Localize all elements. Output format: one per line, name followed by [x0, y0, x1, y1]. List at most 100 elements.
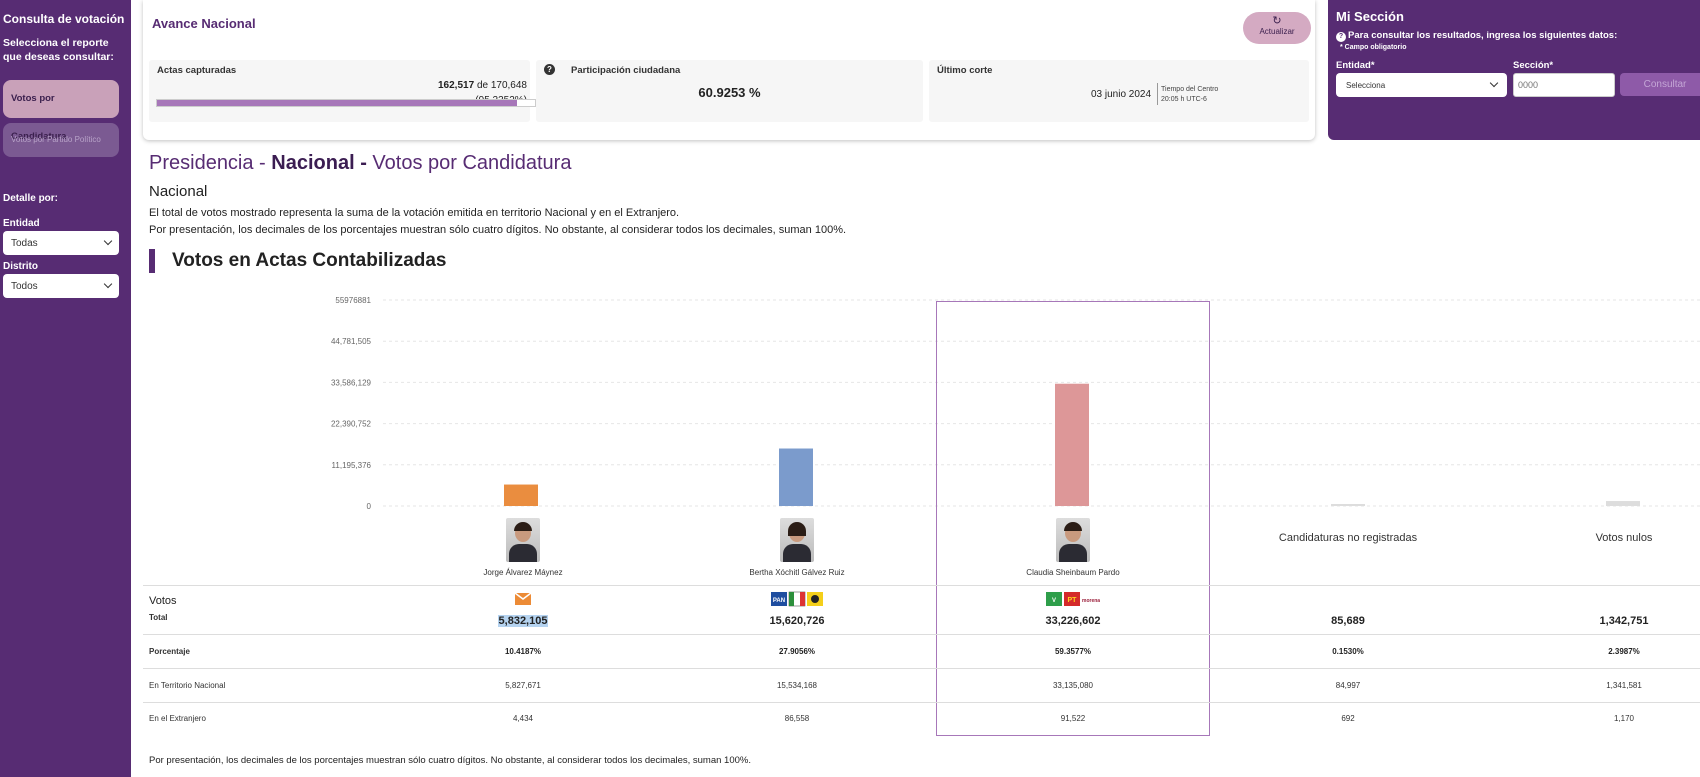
bar[interactable]: [1606, 501, 1640, 506]
votos-por-partido-button[interactable]: Votos por Partido Político: [3, 123, 119, 157]
y-tick-label: 44,781,505: [331, 337, 372, 346]
actas-count: 162,517: [438, 80, 475, 91]
mi-seccion-info: ? Para consultar los resultados, ingresa …: [1336, 30, 1617, 42]
page-subtitle: Nacional: [149, 183, 208, 200]
pct-cell: 0.1530%: [1332, 647, 1364, 656]
votes-chart: 55976881 44,781,505 33,586,129 22,390,752 11…: [0, 280, 1700, 525]
entidad-select[interactable]: Todas: [3, 231, 119, 255]
refresh-button[interactable]: ↻ Actualizar: [1243, 12, 1311, 44]
total-value: 15,620,726: [769, 615, 825, 627]
votos-label: Votos: [149, 595, 177, 607]
avatar: [1056, 518, 1090, 562]
candidate-2[interactable]: Bertha Xóchitl Gálvez Ruiz: [660, 518, 934, 577]
pan-pri-prd-logos-icon: PAN: [771, 591, 823, 607]
title-part-c: Votos por Candidatura: [366, 152, 572, 174]
total-cell: 1,342,751: [1487, 611, 1700, 629]
actas-card: Actas capturadas 162,517 de 170,648 (95.…: [149, 60, 536, 122]
extranjero-cell: 1,170: [1613, 714, 1635, 723]
total-label: Total: [149, 613, 168, 622]
mc-logo: [386, 592, 660, 610]
help-icon[interactable]: ?: [544, 64, 555, 75]
corte-date: 03 junio 2024: [1091, 89, 1152, 100]
morena-pt-pvem-logos: V PT morena: [936, 591, 1210, 612]
table-divider: [143, 702, 1700, 703]
table-divider: [143, 585, 1700, 586]
nacional-cell: 33,135,080: [1052, 681, 1094, 690]
table-divider: [143, 668, 1700, 669]
svg-text:PT: PT: [1068, 597, 1078, 604]
campo-obligatorio: * Campo obligatorio: [1340, 44, 1407, 51]
distrito-select[interactable]: Todos: [3, 274, 119, 298]
ms-entidad-select[interactable]: Selecciona: [1336, 73, 1507, 97]
seccion-input[interactable]: [1513, 73, 1615, 97]
description: El total de votos mostrado representa la…: [149, 205, 846, 239]
territorio-nacional-label: En Territorio Nacional: [149, 681, 226, 690]
candidate-name: Claudia Sheinbaum Pardo: [1026, 568, 1120, 577]
table-divider: [143, 634, 1700, 635]
ultimo-corte-card: Último corte 03 junio 2024 Tiempo del Ce…: [929, 60, 1309, 122]
avance-title: Avance Nacional: [152, 16, 256, 31]
help-icon: ?: [1336, 32, 1346, 42]
bar[interactable]: [504, 484, 538, 506]
total-value: 5,832,105: [497, 615, 549, 627]
total-cell: 15,620,726: [660, 611, 934, 629]
chevron-down-icon: [103, 236, 113, 246]
actas-label: Actas capturadas: [157, 65, 237, 76]
y-tick-label: 33,586,129: [331, 378, 372, 387]
candidate-name: Bertha Xóchitl Gálvez Ruiz: [749, 568, 845, 577]
corte-timezone: Tiempo del Centro 20:05 h UTC-6: [1161, 85, 1218, 105]
ms-entidad-value: Selecciona: [1346, 80, 1386, 90]
pan-pri-prd-logos: PAN: [660, 591, 934, 612]
avance-nacional-card: Avance Nacional ↻ Actualizar Actas captu…: [143, 0, 1315, 140]
page-title: Presidencia - Nacional - Votos por Candi…: [149, 152, 571, 175]
total-cell: 85,689: [1211, 611, 1485, 629]
y-tick-label: 0: [367, 502, 372, 511]
mi-seccion-title: Mi Sección: [1336, 9, 1404, 24]
extranjero-cell: 86,558: [784, 714, 810, 723]
distrito-label: Distrito: [3, 261, 38, 272]
total-cell: 33,226,602: [936, 611, 1210, 629]
candidate-name: Jorge Álvarez Máynez: [483, 568, 563, 577]
nacional-cell: 1,341,581: [1606, 681, 1642, 690]
pct-cell: 10.4187%: [504, 647, 542, 656]
votos-nulos-label: Votos nulos: [1595, 532, 1653, 544]
nacional-cell: 84,997: [1335, 681, 1361, 690]
svg-text:PAN: PAN: [773, 598, 785, 604]
participacion-value: 60.9253 %: [698, 85, 761, 100]
title-part-b: Nacional -: [271, 152, 367, 174]
votes-chart-svg: 55976881 44,781,505 33,586,129 22,390,752 11…: [331, 296, 1700, 511]
total-cell: 5,832,105: [386, 611, 660, 629]
candidaturas-no-registradas-label: Candidaturas no registradas: [1278, 532, 1418, 544]
sidebar-title: Consulta de votación: [3, 12, 125, 26]
actas-progress-bar: [156, 99, 536, 107]
bar[interactable]: [779, 448, 813, 506]
nacional-cell: 15,534,168: [776, 681, 818, 690]
detalle-label: Detalle por:: [3, 193, 59, 204]
candidate-1[interactable]: Jorge Álvarez Máynez: [386, 518, 660, 577]
ms-seccion-label: Sección*: [1513, 60, 1554, 71]
total-value: 33,226,602: [1045, 615, 1101, 627]
section-bar: [149, 249, 155, 273]
refresh-icon: ↻: [1272, 15, 1282, 27]
consultar-button[interactable]: Consultar: [1620, 73, 1700, 96]
extranjero-cell: 91,522: [1060, 714, 1086, 723]
section-title: Votos en Actas Contabilizadas: [172, 250, 447, 271]
candidate-3[interactable]: Claudia Sheinbaum Pardo: [936, 518, 1210, 577]
bar[interactable]: [1055, 383, 1089, 506]
total-value: 1,342,751: [1599, 615, 1649, 627]
entidad-label: Entidad: [3, 218, 40, 229]
pct-cell: 59.3577%: [1054, 647, 1092, 656]
participacion-label: Participación ciudadana: [571, 65, 681, 76]
participacion-card: ? Participación ciudadana 60.9253 %: [536, 60, 923, 122]
description-line-1: El total de votos mostrado representa la…: [149, 207, 680, 219]
bar[interactable]: [1331, 504, 1365, 506]
sidebar: Consulta de votación Selecciona el repor…: [0, 0, 131, 777]
votos-por-candidatura-button[interactable]: Votos por Candidatura: [3, 80, 119, 142]
corte-separator: [1157, 83, 1158, 105]
sidebar-subtitle: Selecciona el reporte que deseas consult…: [3, 37, 114, 63]
corte-tz-time: 20:05 h UTC-6: [1161, 96, 1207, 103]
extranjero-label: En el Extranjero: [149, 714, 206, 723]
pct-cell: 2.3987%: [1608, 647, 1640, 656]
mc-logo-icon: [514, 592, 532, 605]
distrito-select-value: Todos: [11, 280, 38, 292]
